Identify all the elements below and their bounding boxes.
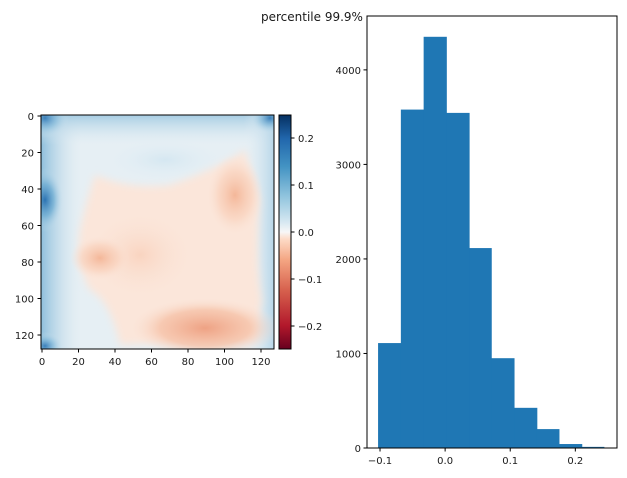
figure-title: percentile 99.9% [261, 10, 363, 24]
histogram-bar [536, 429, 560, 448]
heatmap-x-tick: 60 [145, 357, 158, 368]
histogram-bars [378, 36, 605, 449]
colorbar-tick: −0.1 [298, 275, 322, 286]
colorbar: 0.2 0.1 0.0 −0.1 −0.2 [278, 114, 322, 350]
histogram-bar [378, 343, 402, 448]
colorbar-tick: 0.2 [298, 134, 314, 145]
histogram-bar [400, 109, 425, 449]
histogram-x-tick: −0.1 [368, 456, 392, 467]
heatmap-frame [40, 114, 275, 350]
heatmap-y-tick: 0 [28, 112, 34, 123]
heatmap-x-tick: 20 [72, 357, 85, 368]
histogram-y-tick: 4000 [336, 66, 361, 77]
histogram-x-axis: −0.1 0.0 0.1 0.2 [368, 448, 583, 467]
histogram-x-tick: 0.2 [567, 456, 583, 467]
heatmap-y-tick: 20 [21, 149, 34, 160]
heatmap-image [41, 115, 274, 349]
histogram-y-tick: 3000 [336, 160, 361, 171]
histogram-bar [446, 112, 470, 449]
heatmap-x-tick: 100 [215, 357, 234, 368]
histogram-bar [469, 248, 492, 448]
histogram-y-tick: 0 [355, 444, 361, 455]
colorbar-tick: 0.1 [298, 181, 314, 192]
histogram-bar [581, 446, 605, 448]
histogram-frame [366, 15, 618, 449]
heatmap-y-tick: 40 [21, 185, 34, 196]
heatmap-x-tick: 80 [182, 357, 195, 368]
heatmap-y-tick: 100 [15, 295, 34, 306]
histogram-x-tick: 0.1 [502, 456, 518, 467]
histogram-y-tick: 2000 [336, 255, 361, 266]
histogram-bar [514, 407, 538, 448]
heatmap-axes: 0 20 40 60 80 100 120 0 20 40 60 80 100 … [15, 112, 275, 368]
colorbar-tick: −0.2 [298, 322, 322, 333]
heatmap-y-axis: 0 20 40 60 80 100 120 [15, 112, 41, 342]
histogram-bar [423, 36, 447, 448]
colorbar-tick: 0.0 [298, 228, 314, 239]
heatmap-y-tick: 60 [21, 222, 34, 233]
histogram-x-tick: 0.0 [437, 456, 453, 467]
heatmap-y-tick: 120 [15, 331, 34, 342]
heatmap-x-axis: 0 20 40 60 80 100 120 [39, 349, 271, 368]
heatmap-x-tick: 120 [251, 357, 270, 368]
histogram-bar [491, 358, 515, 448]
heatmap-x-tick: 40 [109, 357, 122, 368]
colorbar-gradient [278, 114, 292, 350]
heatmap-x-tick: 0 [39, 357, 45, 368]
histogram-bar [559, 444, 583, 448]
heatmap-y-tick: 80 [21, 258, 34, 269]
histogram-y-axis: 0 1000 2000 3000 4000 [336, 66, 367, 455]
histogram-y-tick: 1000 [336, 349, 361, 360]
histogram-axes: 0 1000 2000 3000 4000 −0.1 0.0 0.1 0.2 [336, 15, 618, 467]
